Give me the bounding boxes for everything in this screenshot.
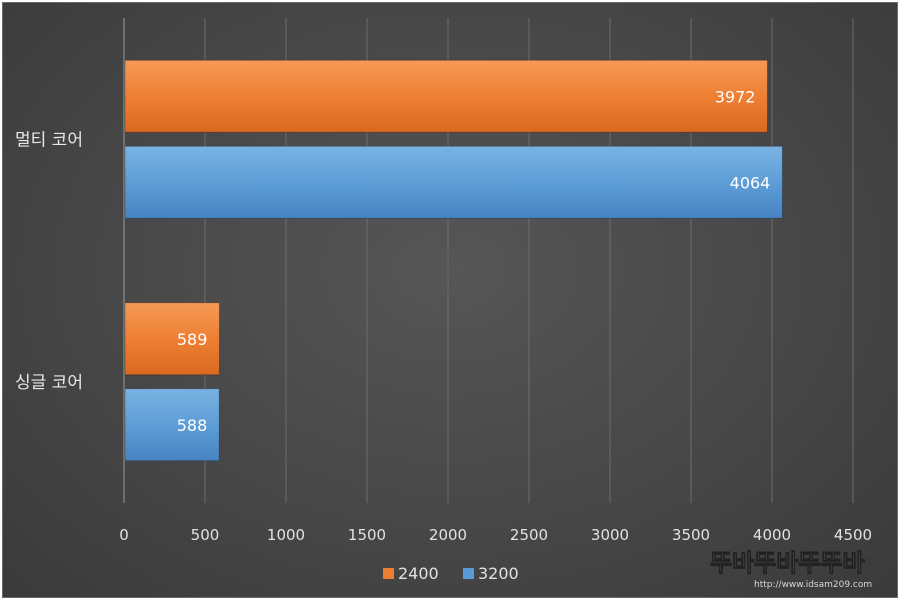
x-tick-label: 3500 [672,526,710,544]
x-tick-label: 4500 [834,526,872,544]
logo-text: 뚜바뚜바뚜뚜바 [710,549,865,577]
data-label: 589 [177,330,208,349]
data-label: 588 [177,416,208,435]
legend: 2400 3200 [383,564,519,583]
x-tick-label: 3000 [591,526,629,544]
x-tick-label: 1000 [267,526,305,544]
legend-label: 3200 [478,564,519,583]
logo-url: http://www.idsam209.com [754,580,872,590]
bar-2400-0 [124,59,768,133]
legend-label: 2400 [398,564,439,583]
legend-swatch-2400 [383,568,394,579]
bar-3200-1 [124,388,220,462]
x-tick-label: 1500 [348,526,386,544]
bars: 3972 4064 589 588 [124,59,783,462]
x-tick-label: 4000 [753,526,791,544]
legend-swatch-3200 [463,568,474,579]
bar-3200-0 [124,145,783,219]
x-tick-label: 500 [191,526,220,544]
bar-2400-1 [124,302,220,376]
x-tick-label: 2000 [429,526,467,544]
category-label: 싱글 코어 [15,373,83,393]
x-tick-label: 0 [119,526,129,544]
x-tick-labels: 0 500 1000 1500 2000 2500 3000 3500 4000 4500 [119,526,872,544]
site-logo: 뚜바뚜바뚜뚜바 http://www.idsam209.com [710,549,873,591]
x-tick-label: 2500 [510,526,548,544]
data-label: 4064 [730,173,771,192]
category-label: 멀티 코어 [15,130,83,150]
data-label: 3972 [715,87,756,106]
